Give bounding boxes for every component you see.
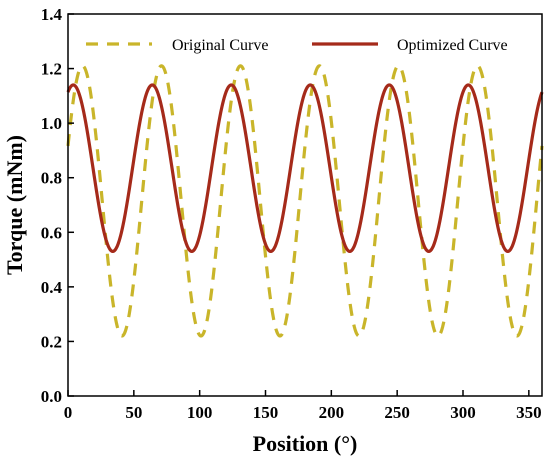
x-tick-label: 350 bbox=[516, 403, 542, 422]
y-tick-label: 1.0 bbox=[41, 114, 62, 133]
series-line-optimized bbox=[66, 83, 544, 253]
y-tick-label: 1.4 bbox=[41, 5, 63, 24]
legend: Original Curve Optimized Curve bbox=[86, 37, 508, 54]
x-tick-label: 250 bbox=[384, 403, 410, 422]
y-tick-label: 0.4 bbox=[41, 278, 63, 297]
x-tick-label: 150 bbox=[253, 403, 279, 422]
legend-label-optimized: Optimized Curve bbox=[397, 37, 508, 54]
y-axis-ticks: 0.0 0.2 0.4 0.6 0.8 1.0 1.2 1.4 bbox=[41, 5, 74, 406]
y-tick-label: 0.2 bbox=[41, 332, 62, 351]
plot-frame bbox=[67, 13, 543, 397]
y-axis-title: Torque (mNm) bbox=[2, 135, 27, 275]
x-tick-label: 100 bbox=[187, 403, 213, 422]
series-line-original bbox=[66, 64, 544, 338]
y-tick-label: 0.8 bbox=[41, 169, 62, 188]
y-tick-label: 0.0 bbox=[41, 387, 62, 406]
x-tick-label: 300 bbox=[450, 403, 476, 422]
y-tick-label: 0.6 bbox=[41, 223, 62, 242]
y-tick-label: 1.2 bbox=[41, 60, 62, 79]
legend-label-original: Original Curve bbox=[172, 37, 268, 54]
x-tick-label: 0 bbox=[64, 403, 73, 422]
x-axis-title: Position (°) bbox=[253, 431, 358, 456]
x-tick-label: 200 bbox=[319, 403, 345, 422]
x-tick-label: 50 bbox=[125, 403, 142, 422]
curves-layer bbox=[66, 64, 544, 338]
x-axis-ticks: 0 50 100 150 200 250 300 350 bbox=[64, 390, 542, 422]
